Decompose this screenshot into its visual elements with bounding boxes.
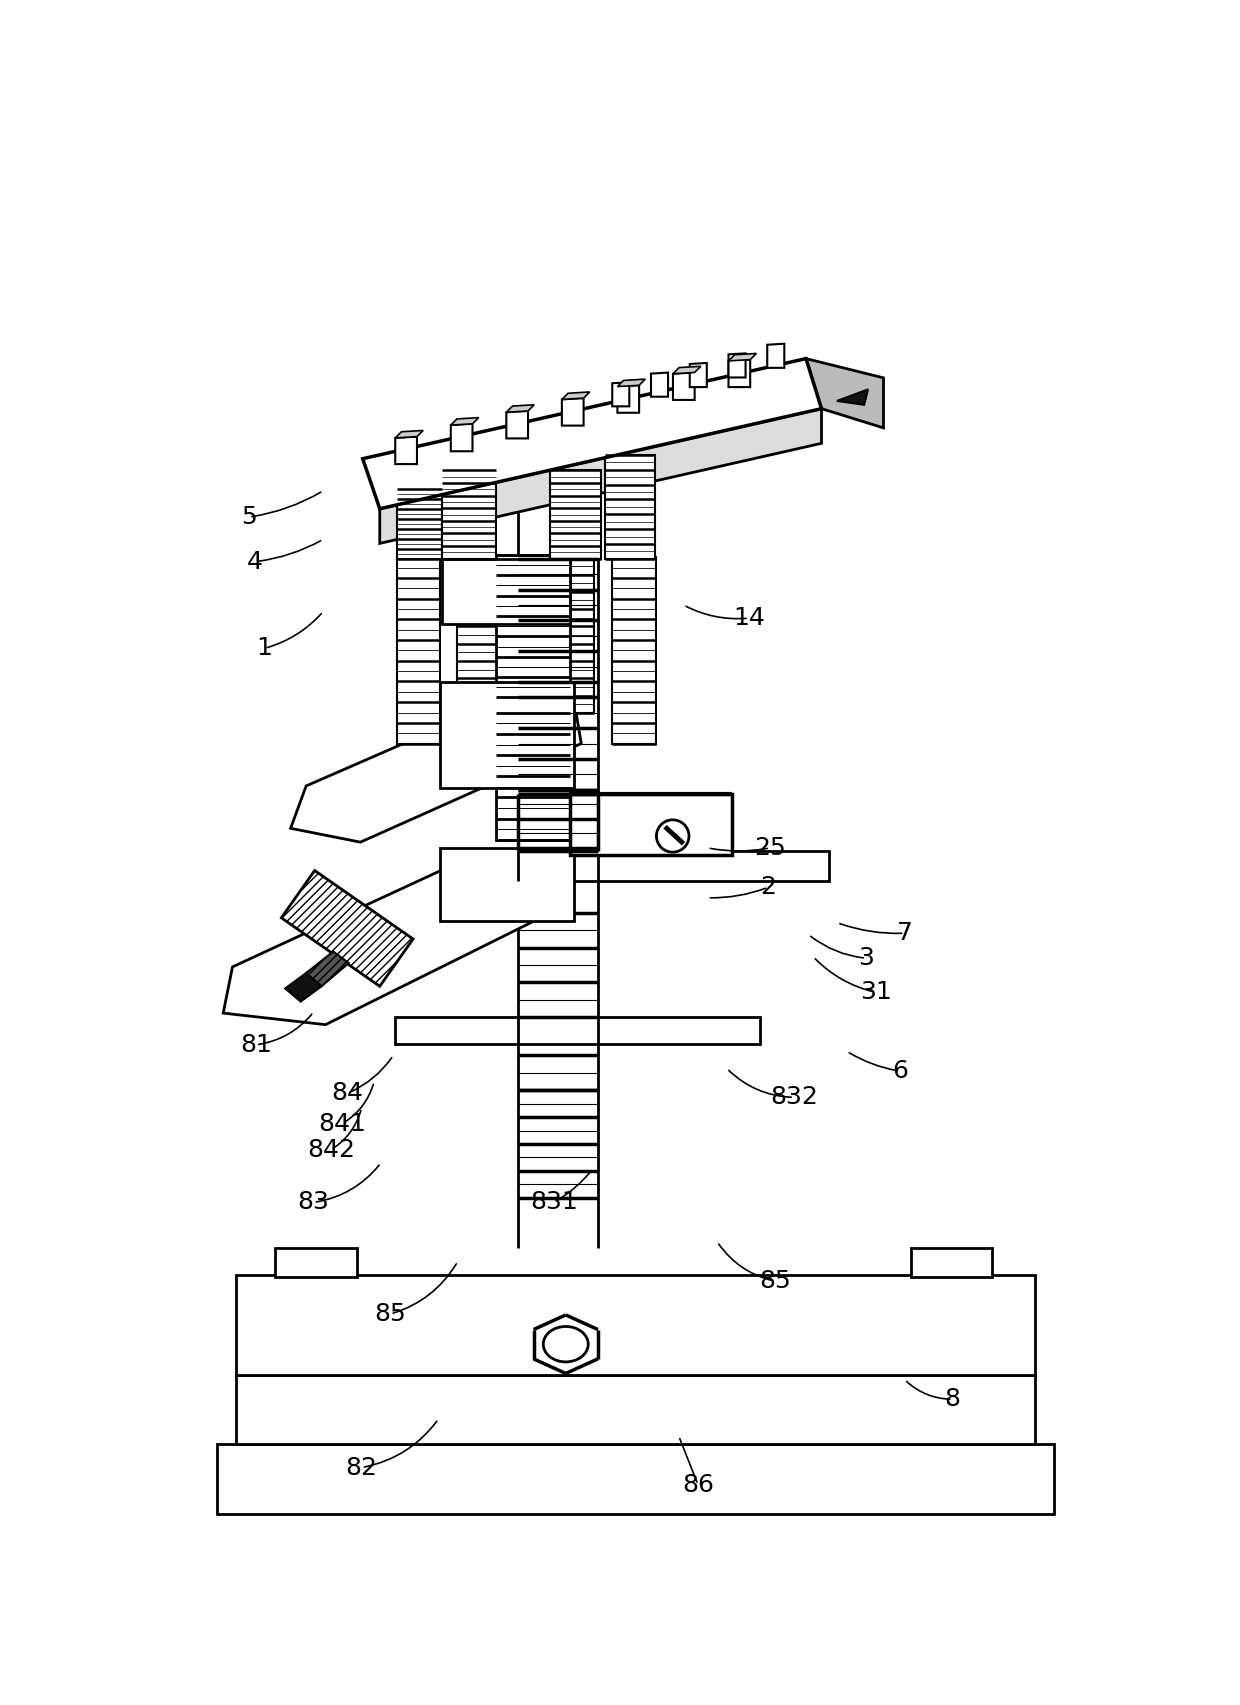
- Polygon shape: [451, 418, 479, 425]
- Polygon shape: [451, 425, 472, 452]
- Polygon shape: [396, 430, 423, 438]
- Polygon shape: [285, 974, 321, 1001]
- Text: 1: 1: [257, 636, 273, 660]
- Polygon shape: [673, 367, 701, 373]
- Polygon shape: [551, 471, 600, 559]
- Polygon shape: [569, 793, 733, 856]
- Polygon shape: [506, 404, 534, 413]
- Text: 5: 5: [242, 505, 257, 529]
- Polygon shape: [651, 373, 668, 397]
- Polygon shape: [496, 713, 569, 841]
- Polygon shape: [458, 558, 501, 713]
- Polygon shape: [729, 353, 756, 361]
- Polygon shape: [441, 559, 569, 624]
- Polygon shape: [441, 701, 569, 762]
- Polygon shape: [440, 682, 573, 788]
- Polygon shape: [281, 871, 413, 985]
- Polygon shape: [217, 1444, 1054, 1514]
- Polygon shape: [506, 411, 528, 438]
- Text: 31: 31: [859, 980, 892, 1004]
- Polygon shape: [562, 392, 590, 399]
- Polygon shape: [441, 471, 496, 559]
- Polygon shape: [397, 489, 441, 559]
- Polygon shape: [605, 455, 655, 559]
- Polygon shape: [223, 863, 551, 1025]
- Polygon shape: [306, 951, 348, 985]
- Polygon shape: [379, 409, 821, 544]
- Text: 3: 3: [858, 946, 874, 970]
- Text: 841: 841: [319, 1112, 366, 1136]
- Text: 25: 25: [754, 835, 786, 859]
- Polygon shape: [806, 358, 883, 428]
- Text: 85: 85: [374, 1303, 407, 1326]
- Polygon shape: [396, 1016, 759, 1043]
- Polygon shape: [363, 358, 821, 508]
- Polygon shape: [489, 851, 830, 881]
- Polygon shape: [237, 1275, 1034, 1374]
- Polygon shape: [275, 1248, 357, 1277]
- Text: 83: 83: [298, 1190, 330, 1214]
- Text: 2: 2: [760, 875, 776, 899]
- Text: 7: 7: [897, 921, 913, 945]
- Polygon shape: [440, 847, 573, 921]
- Text: 8: 8: [945, 1388, 961, 1412]
- Polygon shape: [689, 363, 707, 387]
- Polygon shape: [729, 353, 745, 377]
- Text: 4: 4: [247, 549, 263, 573]
- Polygon shape: [613, 558, 656, 743]
- Polygon shape: [396, 436, 417, 464]
- Polygon shape: [551, 558, 594, 713]
- Polygon shape: [562, 397, 584, 426]
- Text: 84: 84: [331, 1081, 363, 1105]
- Polygon shape: [618, 385, 639, 413]
- Polygon shape: [837, 389, 868, 404]
- Text: 6: 6: [892, 1059, 908, 1083]
- Polygon shape: [613, 382, 629, 406]
- Polygon shape: [237, 1374, 1034, 1444]
- Polygon shape: [496, 554, 569, 697]
- Text: 14: 14: [733, 607, 765, 631]
- Text: 81: 81: [241, 1033, 272, 1057]
- Polygon shape: [768, 344, 785, 368]
- Text: 86: 86: [682, 1473, 714, 1497]
- Polygon shape: [397, 558, 440, 743]
- Text: 85: 85: [759, 1269, 791, 1292]
- Text: 842: 842: [306, 1137, 355, 1161]
- Polygon shape: [910, 1248, 992, 1277]
- Text: 82: 82: [346, 1456, 378, 1480]
- Text: 831: 831: [529, 1190, 578, 1214]
- Polygon shape: [618, 379, 645, 387]
- Polygon shape: [729, 360, 750, 387]
- Polygon shape: [290, 691, 582, 842]
- Text: 832: 832: [770, 1086, 818, 1110]
- Polygon shape: [673, 372, 694, 401]
